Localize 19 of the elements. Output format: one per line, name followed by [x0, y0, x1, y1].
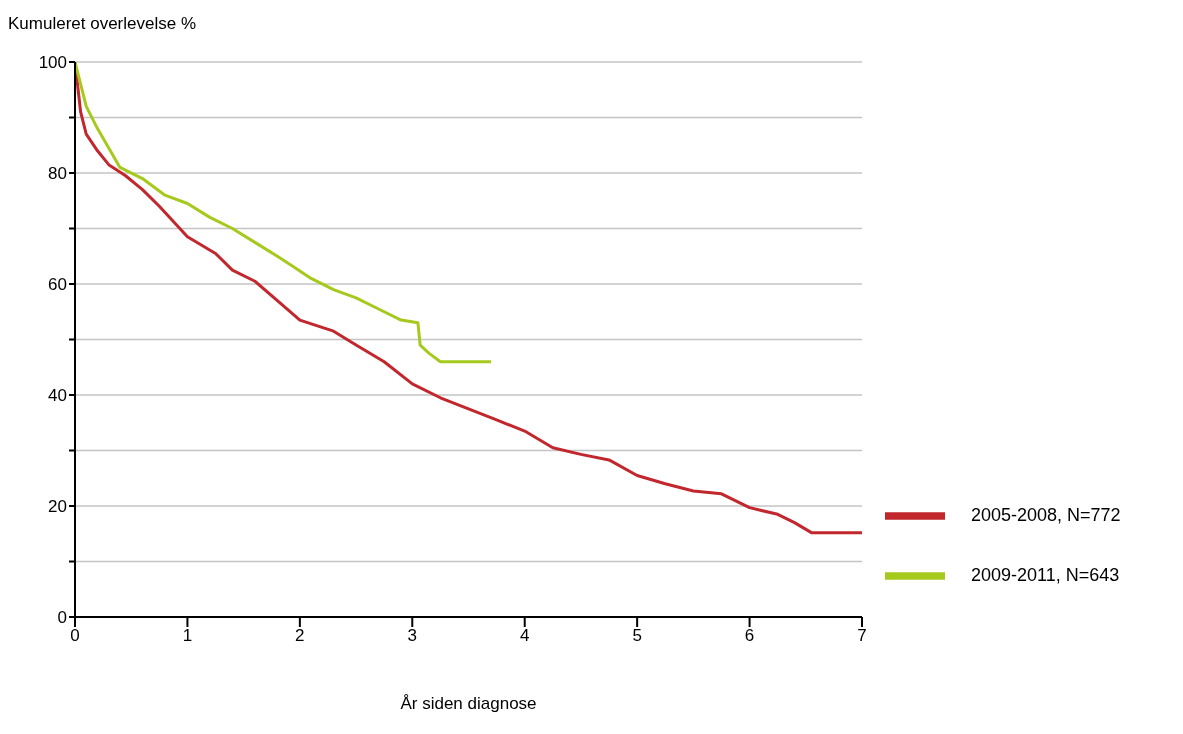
y-tick-label: 60 — [48, 275, 67, 295]
y-tick-label: 80 — [48, 164, 67, 184]
x-tick-label: 3 — [407, 626, 418, 646]
line-series — [75, 62, 493, 364]
y-axis-title: Kumuleret overlevelse % — [8, 14, 197, 34]
y-tick-label: 20 — [48, 497, 67, 517]
x-tick-label: 2 — [295, 626, 305, 646]
x-tick-label: 0 — [70, 626, 80, 646]
x-tick-label: 5 — [632, 626, 642, 646]
x-tick-label: 4 — [519, 626, 530, 646]
x-tick-label: 6 — [744, 626, 755, 646]
y-tick-label: 40 — [48, 386, 67, 406]
x-tick-label: 1 — [182, 626, 193, 646]
x-tick-label: 7 — [857, 626, 867, 646]
legend-label: 2005-2008, N=772 — [971, 504, 1121, 525]
x-axis-title: År siden diagnose — [399, 694, 538, 714]
y-tick-label: 100 — [38, 53, 67, 73]
y-tick-label: 0 — [57, 608, 67, 628]
legend-label: 2009-2011, N=643 — [971, 564, 1120, 585]
